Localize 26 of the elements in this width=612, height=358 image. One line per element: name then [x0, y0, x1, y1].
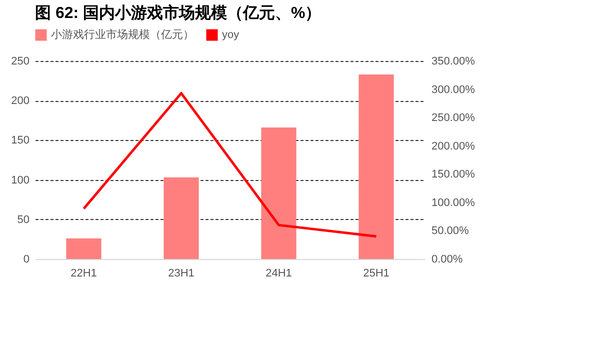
y2-tick-label: 150.00%: [432, 168, 476, 181]
x-tick-label: 25H1: [363, 268, 390, 280]
y-tick-label: 200: [11, 95, 30, 108]
bar: [66, 238, 102, 259]
y-tick-label: 0: [23, 254, 30, 266]
y2-tick-label: 100.00%: [432, 196, 476, 209]
legend-label: 小游戏行业市场规模（亿元）: [51, 28, 194, 41]
y2-tick-label: 350.00%: [432, 56, 476, 68]
bar: [261, 128, 296, 259]
y-tick-label: 250: [11, 56, 30, 68]
legend-label: yoy: [222, 29, 240, 41]
y-tick-label: 100: [11, 174, 30, 186]
x-tick-label: 24H1: [266, 268, 292, 280]
x-tick-label: 23H1: [168, 268, 194, 280]
y2-tick-label: 250.00%: [432, 112, 476, 124]
bar: [164, 177, 199, 259]
x-tick-label: 22H1: [70, 268, 97, 280]
chart-title: 图 62: 国内小游戏市场规模（亿元、%）: [35, 4, 322, 22]
bar: [358, 74, 394, 259]
y2-tick-label: 300.00%: [432, 84, 476, 96]
y-tick-label: 150: [11, 134, 30, 147]
y2-tick-label: 0.00%: [432, 254, 463, 266]
line-series: [82, 92, 378, 238]
y2-tick-label: 50.00%: [432, 225, 470, 238]
y-tick-label: 50: [17, 214, 30, 226]
y2-tick-label: 200.00%: [432, 140, 476, 152]
